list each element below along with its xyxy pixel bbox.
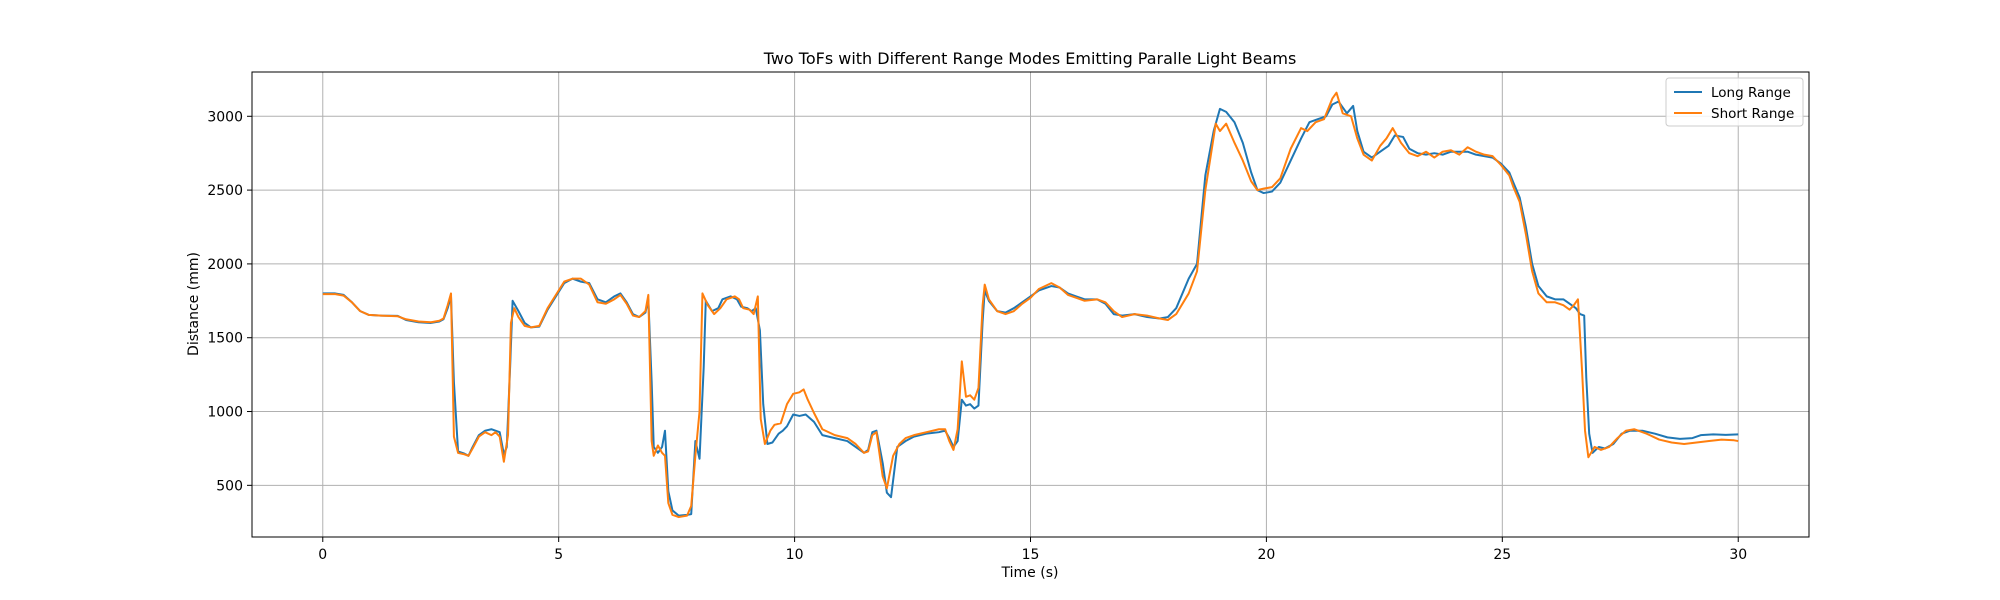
y-tick-label: 2500 bbox=[207, 183, 243, 199]
x-tick-label: 15 bbox=[1022, 547, 1040, 563]
y-tick-label: 1000 bbox=[207, 405, 243, 421]
x-tick-label: 0 bbox=[318, 547, 327, 563]
y-tick-label: 500 bbox=[216, 478, 243, 494]
x-tick-label: 30 bbox=[1729, 547, 1747, 563]
y-tick-label: 3000 bbox=[207, 109, 243, 125]
x-tick-label: 5 bbox=[554, 547, 563, 563]
chart-title: Two ToFs with Different Range Modes Emit… bbox=[763, 49, 1297, 68]
x-axis-label: Time (s) bbox=[1001, 565, 1059, 581]
x-tick-label: 25 bbox=[1493, 547, 1511, 563]
legend: Long Range Short Range bbox=[1665, 77, 1804, 127]
grid bbox=[252, 72, 1809, 537]
x-tick-label: 10 bbox=[786, 547, 804, 563]
legend-label: Long Range bbox=[1711, 85, 1791, 101]
ticks: 0 5 10 15 20 25 30 500 1000 1500 2000 2500 3000 bbox=[207, 109, 1747, 563]
series-line-short-range bbox=[322, 91, 1739, 519]
x-tick-label: 20 bbox=[1257, 547, 1275, 563]
y-tick-label: 2000 bbox=[207, 257, 243, 273]
y-tick-label: 1500 bbox=[207, 331, 243, 347]
legend-label: Short Range bbox=[1711, 106, 1794, 122]
series-layer bbox=[322, 91, 1739, 519]
y-axis-label: Distance (mm) bbox=[186, 252, 202, 356]
